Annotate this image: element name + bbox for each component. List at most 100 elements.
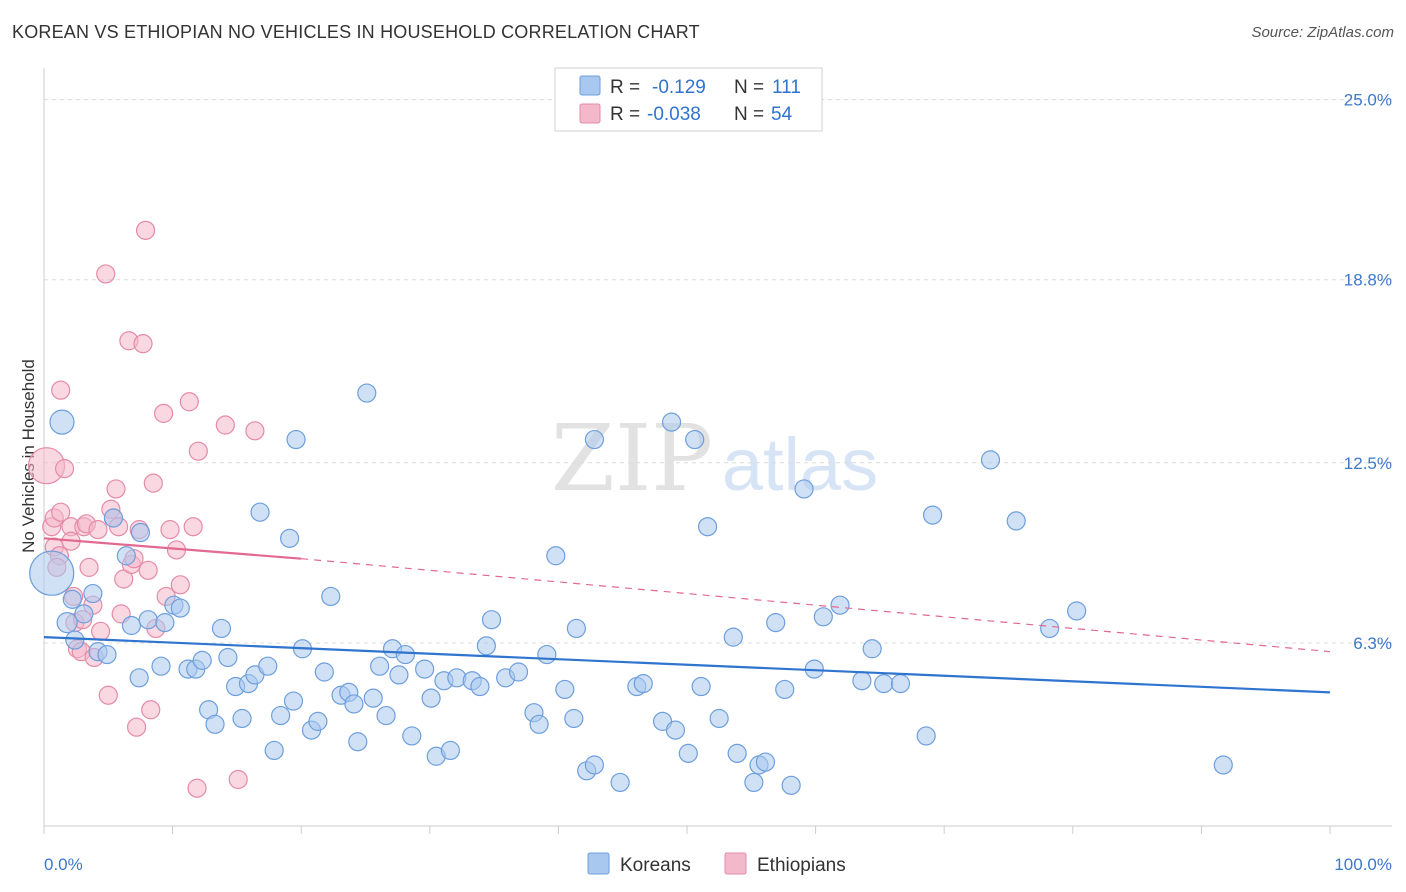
data-point-koreans	[661, 412, 682, 432]
legend-swatch-ethiopians	[579, 103, 601, 124]
data-point-koreans	[402, 726, 422, 746]
y-axis-label: No Vehicles in Household	[19, 359, 38, 553]
data-point-koreans	[766, 613, 786, 633]
data-point-koreans	[344, 694, 364, 714]
x-tick-label-max: 100.0%	[1334, 855, 1392, 874]
data-point-ethiopians	[160, 520, 180, 540]
gridlines	[44, 99, 1392, 644]
data-point-ethiopians	[133, 334, 153, 354]
data-point-koreans	[744, 772, 764, 793]
data-point-koreans	[170, 598, 190, 618]
y-tick-labels: 6.3% 12.5% 18.8% 25.0%	[1344, 91, 1392, 653]
data-point-koreans	[916, 726, 936, 746]
data-point-koreans	[633, 674, 653, 694]
data-point-koreans	[415, 659, 435, 679]
data-point-ethiopians	[51, 380, 71, 400]
data-point-koreans	[308, 711, 328, 731]
legend-series: Koreans Ethiopians	[587, 852, 846, 876]
data-point-koreans	[1006, 511, 1026, 531]
trend-line-ethiopians	[43, 537, 302, 560]
data-point-koreans	[697, 517, 718, 537]
x-ticks	[43, 826, 1331, 834]
data-point-koreans	[691, 676, 711, 697]
data-point-koreans	[264, 740, 284, 761]
y-tick-label: 12.5%	[1344, 454, 1392, 473]
data-point-koreans	[665, 720, 686, 740]
data-point-koreans	[923, 505, 943, 525]
data-point-ethiopians	[170, 575, 190, 595]
data-point-koreans	[286, 429, 306, 450]
data-point-ethiopians	[135, 220, 156, 240]
data-point-koreans	[755, 752, 776, 772]
legend-n-label-koreans: N =	[734, 77, 764, 98]
data-point-koreans	[155, 613, 175, 633]
y-tick-label: 18.8%	[1344, 271, 1392, 290]
data-point-koreans	[83, 583, 103, 604]
trend-line-koreans	[43, 636, 1331, 694]
data-point-koreans	[280, 528, 300, 548]
data-point-ethiopians	[141, 700, 161, 720]
data-point-koreans	[678, 743, 698, 763]
data-point-koreans	[395, 644, 415, 665]
data-point-ethiopians	[98, 685, 118, 705]
data-point-koreans	[348, 732, 368, 752]
data-point-koreans	[357, 383, 377, 403]
data-point-ethiopians	[88, 520, 108, 540]
data-point-koreans	[205, 714, 225, 734]
legend-r-value-ethiopians: -0.038	[647, 104, 701, 125]
data-point-koreans	[370, 656, 390, 676]
legend-swatch-koreans	[579, 75, 601, 96]
data-point-koreans	[476, 636, 496, 656]
data-point-koreans	[862, 639, 882, 659]
y-tick-label: 6.3%	[1353, 634, 1392, 653]
data-point-koreans	[727, 743, 747, 763]
data-point-koreans	[852, 671, 872, 691]
data-point-koreans	[129, 668, 149, 688]
data-point-koreans	[564, 708, 584, 729]
data-point-koreans	[723, 627, 743, 647]
data-point-ethiopians	[79, 557, 99, 577]
data-point-koreans	[584, 755, 605, 775]
data-point-ethiopians	[126, 717, 147, 737]
legend-n-value-koreans: 111	[772, 77, 801, 98]
data-point-koreans	[537, 644, 557, 665]
data-point-koreans	[546, 546, 566, 566]
legend-bottom-swatch-ethiopians	[724, 852, 747, 875]
data-point-ethiopians	[228, 769, 248, 790]
data-point-koreans	[232, 708, 252, 729]
legend-stats: R = -0.129 N = 111 R = -0.038 N = 54	[554, 67, 823, 132]
data-point-koreans	[830, 595, 850, 615]
data-point-koreans	[1067, 601, 1087, 621]
data-point-ethiopians	[187, 778, 207, 798]
data-point-koreans	[74, 604, 94, 624]
data-point-koreans	[116, 546, 136, 566]
data-point-koreans	[508, 662, 529, 682]
data-point-koreans	[555, 679, 575, 700]
data-point-koreans	[103, 508, 124, 528]
legend-bottom-swatch-koreans	[587, 852, 610, 875]
data-point-koreans	[685, 429, 705, 450]
trend-line-ethiopians-extended	[301, 558, 1331, 653]
data-point-koreans	[151, 656, 171, 676]
data-point-ethiopians	[106, 479, 126, 499]
legend-n-label-ethiopians: N =	[734, 104, 764, 125]
data-point-koreans	[440, 740, 460, 761]
data-point-koreans	[211, 618, 232, 639]
data-point-ethiopians	[138, 560, 158, 580]
series-koreans	[29, 383, 1233, 795]
y-tick-label: 25.0%	[1344, 91, 1392, 110]
data-point-koreans	[138, 610, 158, 630]
legend-r-value-koreans: -0.129	[652, 77, 706, 98]
data-point-koreans	[376, 705, 396, 726]
data-point-koreans	[709, 708, 729, 729]
data-point-koreans	[192, 650, 212, 670]
data-point-koreans	[56, 612, 78, 634]
data-point-koreans	[584, 429, 605, 450]
data-point-ethiopians	[188, 441, 208, 461]
data-point-koreans	[389, 665, 409, 685]
data-point-koreans	[980, 450, 1001, 470]
data-point-koreans	[363, 688, 383, 708]
data-point-koreans	[49, 409, 75, 435]
legend-n-value-ethiopians: 54	[771, 104, 793, 125]
